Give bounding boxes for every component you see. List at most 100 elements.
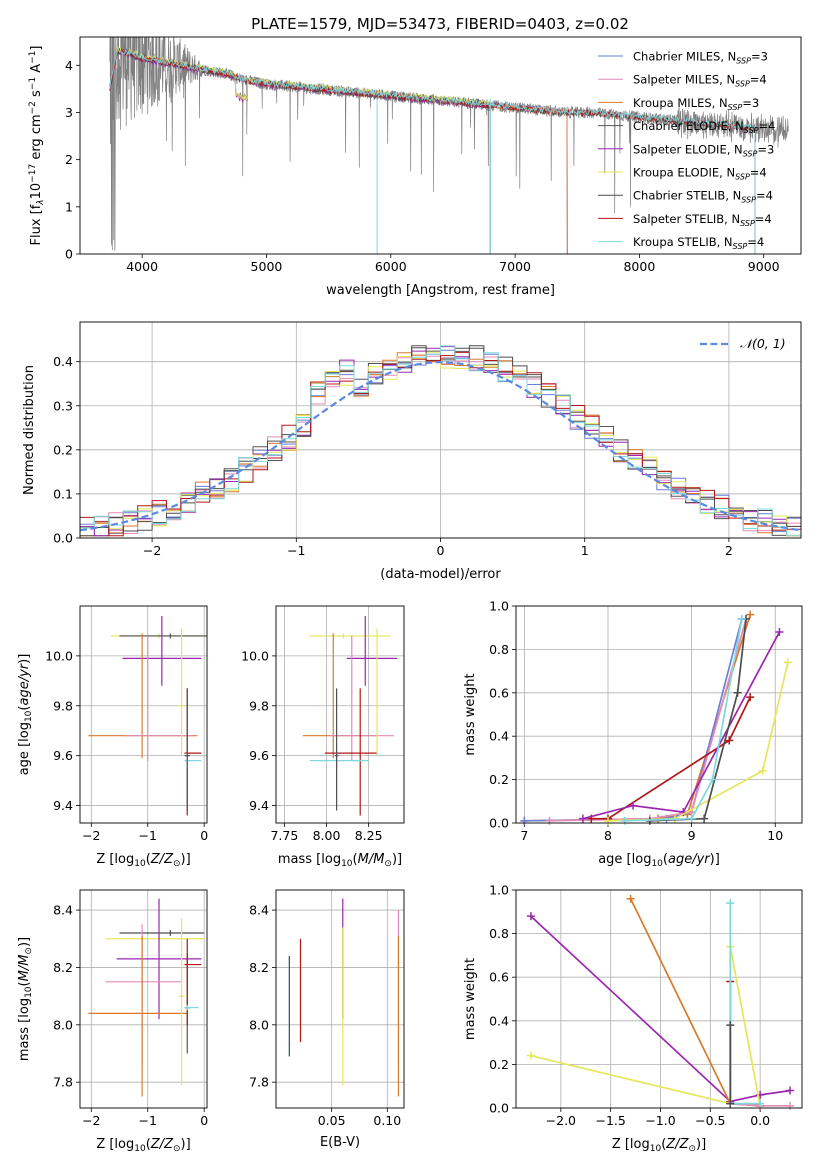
axes-frame (79, 889, 208, 1109)
y-tick-label: 0.0 (53, 531, 73, 546)
y-tick-label: 7.8 (249, 1075, 269, 1090)
y-tick-label: 8.2 (53, 960, 73, 975)
y-tick-label: 0.0 (489, 1101, 509, 1116)
series-kroupa-elodie-line (607, 662, 789, 822)
y-tick-label: 0.4 (489, 1013, 509, 1028)
axes-frame (79, 321, 802, 539)
y-tick-label: 9.6 (249, 748, 269, 763)
series-marker (775, 628, 784, 637)
series-marker (708, 775, 717, 784)
series-marker (746, 693, 755, 702)
x-axis-label: mass [log10(M/M⊙)] (278, 852, 402, 869)
model-chabrier-stelib-line (109, 48, 756, 254)
x-tick-label: 9 (688, 828, 696, 843)
x-tick-label: 8 (604, 828, 612, 843)
series-marker (758, 766, 767, 775)
y-tick-label: 9.4 (53, 798, 73, 813)
x-axis-label: E(B-V) (320, 1135, 360, 1150)
series-salpeter-miles-line (549, 618, 747, 822)
series-salpeter-elodie-line (582, 631, 781, 820)
x-tick-label: −0.5 (695, 1113, 725, 1128)
y-tick-label: 9.4 (249, 798, 269, 813)
x-tick-label: 5000 (251, 259, 283, 274)
y-axis-label: mass weight (463, 673, 478, 755)
series-salpeter-stelib-line (591, 696, 751, 820)
y-tick-label: 0.1 (53, 486, 73, 501)
y-tick-label: 2 (65, 152, 73, 167)
series-marker (687, 814, 696, 823)
legend-label: Salpeter ELODIE, NSSP=3 (633, 142, 774, 158)
series-marker (726, 1021, 735, 1030)
y-tick-label: 0.2 (489, 772, 509, 787)
axes-frame (515, 889, 803, 1109)
x-tick-label: 0.10 (373, 1113, 401, 1128)
series-marker (520, 816, 529, 825)
x-tick-label: 0 (437, 543, 445, 558)
weight-vs-metallicity-panel: −2.0 −1.5 −1.0 −0.5 0.0 0.0 0.2 0.4 0.6 0.8 1.0 Z [… (463, 883, 803, 1154)
y-tick-label: 8.0 (249, 1017, 269, 1032)
mass-vs-metallicity-panel: −2 −1 0 7.8 8.0 8.2 8.4 Z [log10(Z/Z⊙)] mass [lo… (17, 889, 208, 1154)
histogram-salpeter-stelib (80, 351, 801, 537)
x-axis-label: Z [log10(Z/Z⊙)] (96, 1137, 190, 1154)
residuals-panel: −2 −1 0 1 2 0.0 0.1 0.2 0.3 0.4 (data-model)/error… (22, 321, 802, 582)
x-tick-label: 0 (200, 828, 208, 843)
y-tick-label: 0.8 (489, 926, 509, 941)
x-tick-label: 7 (520, 828, 528, 843)
series-marker (620, 816, 629, 825)
weight-vs-age-panel: 7 8 9 10 0.0 0.2 0.4 0.6 0.8 1.0 age [log10(age/yr… (463, 599, 803, 869)
series-kroupa-stelib-line (729, 903, 761, 1105)
y-axis-label: Flux [fλ10−17 erg cm−2 s−1 A−1] (28, 46, 46, 246)
y-tick-label: 8.2 (249, 960, 269, 975)
series-marker (786, 1086, 795, 1095)
y-tick-label: 0.3 (53, 398, 73, 413)
x-tick-label: 6000 (375, 259, 407, 274)
normal-distribution-line (80, 360, 801, 532)
legend-label: Chabrier STELIB, NSSP=4 (633, 189, 773, 205)
y-axis-label: mass [log10(M/M⊙)] (17, 937, 34, 1061)
series-salpeter-elodie-line (530, 915, 791, 1103)
axes-frame (79, 36, 802, 255)
series-marker (526, 912, 535, 921)
x-tick-label: 0.05 (318, 1113, 346, 1128)
x-tick-label: 10 (767, 828, 783, 843)
histogram-kroupa-stelib (80, 345, 801, 536)
series-marker (733, 688, 742, 697)
x-tick-label: 8.00 (313, 828, 341, 843)
y-tick-label: 8.4 (249, 903, 269, 918)
x-tick-label: 4000 (126, 259, 158, 274)
figure-title: PLATE=1579, MJD=53473, FIBERID=0403, z=0… (251, 15, 629, 33)
y-tick-label: 0.2 (53, 442, 73, 457)
x-tick-label: −1 (287, 543, 305, 558)
series-marker (786, 1101, 795, 1110)
x-tick-label: −1 (139, 828, 157, 843)
x-tick-label: 0.0 (750, 1113, 770, 1128)
series-marker (629, 801, 638, 810)
y-tick-label: 10.0 (45, 648, 73, 663)
y-tick-label: 9.8 (53, 698, 73, 713)
x-tick-label: 7.75 (270, 828, 298, 843)
x-tick-label: −2 (143, 543, 161, 558)
x-tick-label: 1 (581, 543, 589, 558)
y-tick-label: 0.4 (489, 729, 509, 744)
series-marker (578, 814, 587, 823)
x-tick-label: 8.25 (355, 828, 383, 843)
x-tick-label: 7000 (499, 259, 531, 274)
mass-vs-ebv-panel: 0.05 0.10 7.8 8.0 8.2 8.4 E(B-V) (249, 889, 405, 1150)
y-tick-label: 0 (65, 247, 73, 262)
y-axis-label: mass weight (463, 958, 478, 1040)
x-tick-label: −1.5 (595, 1113, 625, 1128)
y-tick-label: 9.6 (53, 748, 73, 763)
y-axis-label: Normed distribution (22, 365, 37, 495)
x-axis-label: (data-model)/error (380, 567, 501, 582)
y-tick-label: 3 (65, 105, 73, 120)
x-axis-label: age [log10(age/yr)] (598, 852, 720, 869)
x-tick-label: −1.0 (645, 1113, 675, 1128)
series-marker (545, 816, 554, 825)
y-tick-label: 0.6 (489, 685, 509, 700)
series-marker (725, 736, 734, 745)
series-marker (603, 816, 612, 825)
axes-frame (79, 605, 208, 824)
legend-label: Salpeter MILES, NSSP=4 (633, 73, 767, 89)
legend-label: Kroupa MILES, NSSP=3 (633, 96, 759, 112)
